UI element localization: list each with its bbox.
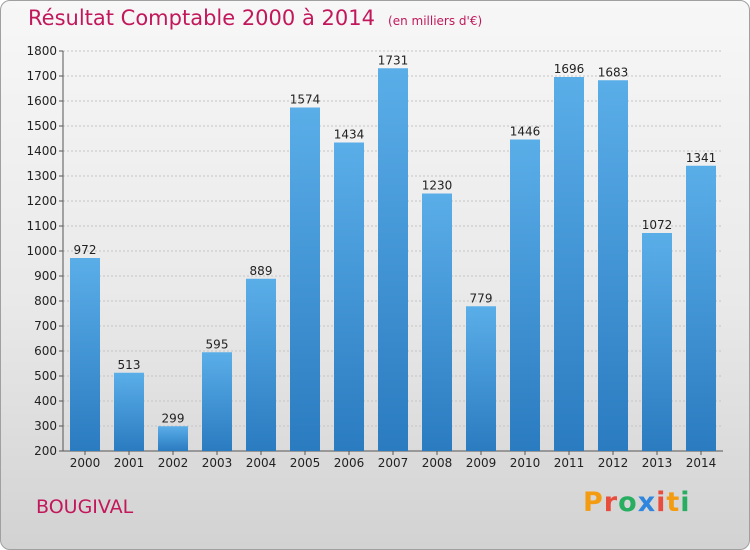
data-label-2014: 1341	[686, 151, 717, 165]
x-tick-label-2012: 2012	[598, 456, 629, 470]
x-tick-label-2000: 2000	[70, 456, 101, 470]
bars	[70, 68, 716, 451]
y-tick-label: 1400	[26, 144, 57, 158]
y-tick-label: 700	[34, 319, 57, 333]
bar-2001	[114, 372, 144, 451]
data-label-2008: 1230	[422, 179, 453, 193]
bar-2009	[466, 306, 496, 451]
grid-lines	[63, 50, 723, 452]
logo-letter: t	[666, 487, 681, 518]
x-tick-label-2005: 2005	[290, 456, 321, 470]
bar-2006	[334, 142, 364, 451]
data-label-2011: 1696	[554, 62, 585, 76]
x-tick-label-2014: 2014	[686, 456, 717, 470]
data-label-2000: 972	[74, 243, 97, 257]
y-tick-label: 1700	[26, 69, 57, 83]
data-label-2007: 1731	[378, 53, 409, 67]
x-tick-label-2006: 2006	[334, 456, 365, 470]
y-tick-label: 1100	[26, 219, 57, 233]
data-label-2002: 299	[162, 411, 185, 425]
y-tick-label: 1000	[26, 244, 57, 258]
data-label-2009: 779	[470, 291, 493, 305]
data-label-2001: 513	[118, 358, 141, 372]
bar-2014	[686, 165, 716, 451]
x-tick-label-2010: 2010	[510, 456, 541, 470]
x-tick-label-2007: 2007	[378, 456, 409, 470]
y-tick-label: 500	[34, 369, 57, 383]
logo-letter: x	[637, 487, 657, 518]
data-label-2003: 595	[206, 337, 229, 351]
labels: 200 300 400 500 600 700 800 900 1000 1100 1200 1300…	[26, 44, 716, 470]
bar-2010	[510, 139, 540, 451]
y-tick-label: 1800	[26, 44, 57, 58]
logo-letter: o	[618, 487, 638, 518]
x-tick-label-2013: 2013	[642, 456, 673, 470]
bar-2012	[598, 80, 628, 451]
x-tick-label-2008: 2008	[422, 456, 453, 470]
y-tick-label: 300	[34, 419, 57, 433]
bar-2007	[378, 68, 408, 451]
logo-letter: r	[603, 487, 619, 518]
bar-2004	[246, 278, 276, 451]
bar-2002	[158, 426, 188, 451]
logo-letter: i	[656, 487, 667, 518]
x-tick-label-2002: 2002	[158, 456, 189, 470]
y-tick-label: 800	[34, 294, 57, 308]
data-label-2004: 889	[250, 264, 273, 278]
chart-subtitle: (en milliers d'€)	[388, 14, 483, 28]
bar-2003	[202, 352, 232, 451]
proxiti-logo[interactable]: Proxiti	[583, 487, 691, 518]
x-tick-label-2003: 2003	[202, 456, 233, 470]
bar-2011	[554, 77, 584, 451]
bar-2005	[290, 107, 320, 451]
y-tick-label: 1600	[26, 94, 57, 108]
chart-title: Résultat Comptable 2000 à 2014	[28, 6, 375, 30]
commune-name: BOUGIVAL	[36, 496, 134, 518]
x-tick-label-2009: 2009	[466, 456, 497, 470]
logo-letter: P	[583, 487, 604, 518]
data-label-2005: 1574	[290, 93, 321, 107]
y-tick-label: 1500	[26, 119, 57, 133]
y-tick-label: 200	[34, 444, 57, 458]
y-tick-label: 1200	[26, 194, 57, 208]
data-label-2013: 1072	[642, 218, 673, 232]
bar-2008	[422, 193, 452, 451]
y-tick-label: 600	[34, 344, 57, 358]
bar-2000	[70, 258, 100, 451]
y-tick-label: 1300	[26, 169, 57, 183]
x-tick-label-2001: 2001	[114, 456, 145, 470]
logo-letter: i	[680, 487, 691, 518]
y-tick-label: 400	[34, 394, 57, 408]
x-tick-label-2011: 2011	[554, 456, 585, 470]
bar-2013	[642, 233, 672, 451]
x-tick-label-2004: 2004	[246, 456, 277, 470]
data-label-2006: 1434	[334, 128, 365, 142]
y-tick-label: 900	[34, 269, 57, 283]
data-label-2010: 1446	[510, 125, 541, 139]
data-label-2012: 1683	[598, 65, 629, 79]
title-row: Résultat Comptable 2000 à 2014 (en milli…	[28, 6, 482, 30]
